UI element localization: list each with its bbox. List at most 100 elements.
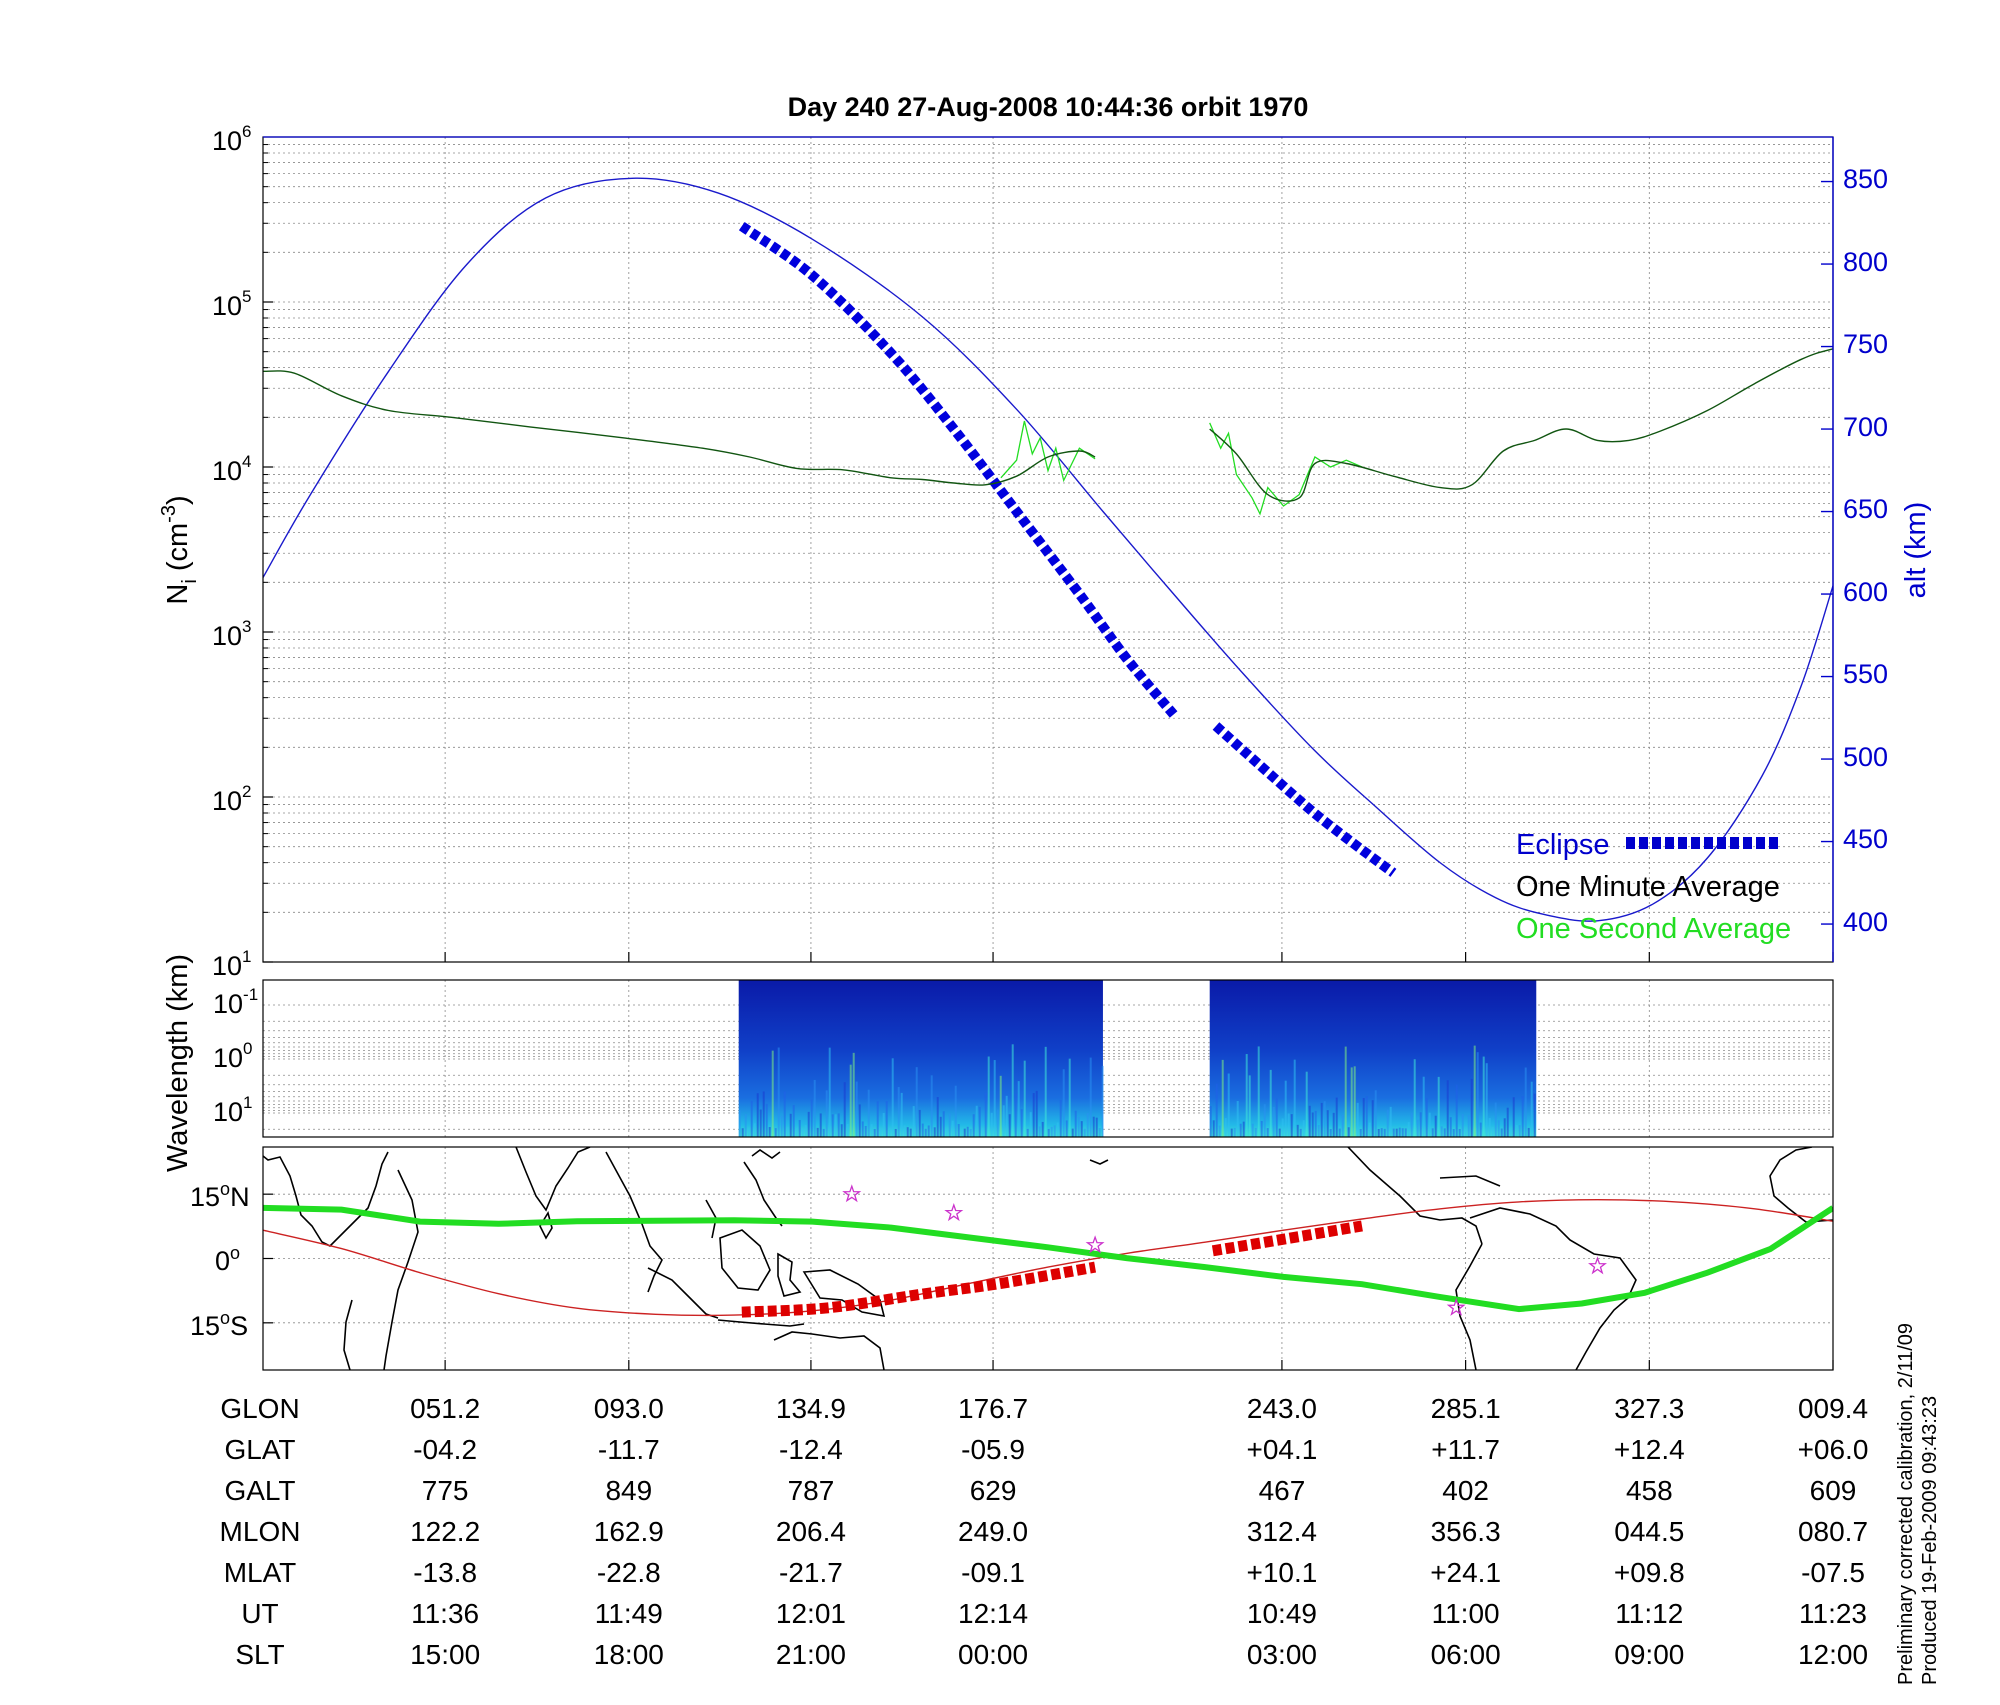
table-cell: 629 xyxy=(970,1475,1017,1506)
spectrogram-axis-label: Wavelength (km) xyxy=(162,954,194,1172)
table-cell: 11:23 xyxy=(1799,1598,1867,1629)
spectrogram-streak xyxy=(1209,1106,1212,1137)
spectrogram-streak xyxy=(1515,1125,1518,1137)
ytick-label-1e4: 104 xyxy=(212,452,252,486)
spectrogram-streak xyxy=(900,1092,903,1137)
spectrogram-streak xyxy=(1407,1122,1410,1137)
ion-density-minute-average xyxy=(263,370,1096,486)
spectrogram-streak xyxy=(1437,1076,1440,1137)
spectrogram-streak xyxy=(792,1105,795,1137)
spectrogram-streak xyxy=(822,1128,825,1137)
spectrogram-streak xyxy=(813,1079,816,1137)
spectrogram-streak xyxy=(867,1089,870,1137)
spectrogram-streak xyxy=(882,1112,885,1137)
spectrogram-streak xyxy=(759,1109,762,1137)
spectrogram-streak xyxy=(756,1093,759,1137)
table-cell: 162.9 xyxy=(594,1516,664,1547)
eclipse-track-segment xyxy=(1211,1220,1363,1257)
table-cell: 467 xyxy=(1259,1475,1306,1506)
spectrogram-streak xyxy=(912,1106,915,1137)
table-cell: 044.5 xyxy=(1614,1516,1684,1547)
table-cell: -05.9 xyxy=(961,1434,1025,1465)
table-cell: 080.7 xyxy=(1798,1516,1868,1547)
spectrogram-streak xyxy=(1305,1071,1308,1137)
spectrogram-streak xyxy=(888,1128,891,1137)
table-cell: 093.0 xyxy=(594,1393,664,1424)
spectrogram-streak xyxy=(924,1128,927,1137)
spectrogram-streak xyxy=(1296,1124,1299,1137)
spectrogram-streak xyxy=(954,1085,957,1137)
spectrogram-streak xyxy=(1047,1128,1050,1137)
spectrogram-streak xyxy=(1371,1100,1374,1137)
table-cell: 787 xyxy=(788,1475,835,1506)
spectrogram-streak xyxy=(1299,1128,1302,1137)
figure-title: Day 240 27-Aug-2008 10:44:36 orbit 1970 xyxy=(788,92,1309,122)
spectrogram-streak xyxy=(819,1113,822,1137)
spectrogram-streak xyxy=(858,1104,861,1137)
table-cell: 12:14 xyxy=(958,1598,1028,1629)
table-cell: +10.1 xyxy=(1247,1557,1318,1588)
coast-sumatra xyxy=(647,1267,719,1319)
calibration-note: Preliminary corrected calibration, 2/11/… xyxy=(1895,1323,1917,1685)
table-row-label-ut: UT xyxy=(241,1598,278,1629)
spectrogram-streak xyxy=(1338,1128,1341,1137)
spectrogram-streak xyxy=(930,1075,933,1137)
spectrogram-streak xyxy=(1476,1052,1479,1137)
table-cell: 21:00 xyxy=(776,1639,846,1670)
table-cell: -13.8 xyxy=(413,1557,477,1588)
spectrogram-streak xyxy=(1293,1059,1296,1137)
table-cell: 15:00 xyxy=(410,1639,480,1670)
table-cell: 134.9 xyxy=(776,1393,846,1424)
coast-sulawesi xyxy=(777,1252,802,1297)
spectrogram-streak xyxy=(1362,1098,1365,1137)
spectrogram-streak xyxy=(948,1113,951,1137)
spectrogram-streak xyxy=(1287,1113,1290,1137)
spectrogram-panel: 10-1 100 101 Wavelength (km) xyxy=(162,954,1834,1172)
magnetic-equator-line xyxy=(263,1204,1833,1313)
spectrogram-streak xyxy=(1035,1090,1038,1137)
spectrogram-streak xyxy=(1509,1128,1512,1137)
alt-tick-750: 750 xyxy=(1843,329,1888,359)
spectrogram-streak xyxy=(1467,1115,1470,1137)
spectrogram-streak xyxy=(1080,1121,1083,1137)
spectrogram-streak xyxy=(765,1103,768,1137)
coast-central-america xyxy=(1347,1147,1483,1245)
coast-pacific-islands xyxy=(1089,1159,1109,1165)
spectrogram-streak xyxy=(1446,1080,1449,1137)
spectrogram-streak xyxy=(804,1125,807,1137)
spectrogram-streak xyxy=(834,1114,837,1137)
coast-caribbean-islands xyxy=(1439,1175,1501,1187)
spectrogram-streak xyxy=(1074,1110,1077,1137)
spectrogram-streak xyxy=(861,1121,864,1137)
table-cell: -12.4 xyxy=(779,1434,843,1465)
coast-malay-peninsula xyxy=(605,1151,663,1293)
table-cell: 11:00 xyxy=(1432,1598,1500,1629)
ion-density-second-average xyxy=(1209,422,1363,516)
table-row-label-glon: GLON xyxy=(220,1393,299,1424)
spectrogram-streak xyxy=(1503,1118,1506,1137)
coast-sri-lanka xyxy=(539,1210,553,1240)
table-cell: -04.2 xyxy=(413,1434,477,1465)
spectrogram-streak xyxy=(1236,1100,1239,1137)
spectrogram-streak xyxy=(786,1127,789,1137)
eclipse-track-segment xyxy=(741,1261,1097,1318)
density-axis-tick-labels: 101 102 103 104 105 106 xyxy=(212,122,252,981)
table-cell: 285.1 xyxy=(1431,1393,1501,1424)
spectrogram-streak xyxy=(1308,1105,1311,1137)
spectrogram-streak xyxy=(939,1116,942,1137)
spectrogram-streak xyxy=(963,1128,966,1137)
legend-eclipse-label: Eclipse xyxy=(1516,829,1610,861)
orbit-parameter-table: GLON 051.2 093.0 134.9 176.7 243.0 285.1 327.3 0… xyxy=(220,1393,1869,1670)
spectrogram-streak xyxy=(1320,1102,1323,1137)
ion-density-minute-average xyxy=(1209,348,1833,502)
coast-new-guinea xyxy=(802,1269,886,1318)
spectrogram-streak xyxy=(1425,1098,1428,1137)
spectrogram-streak xyxy=(1227,1073,1230,1137)
density-axis-label: Ni (cm-3) xyxy=(158,495,201,604)
spectrogram-streak xyxy=(1251,1123,1254,1137)
spectrogram-streak xyxy=(738,1110,741,1137)
spectrogram-streak xyxy=(987,1056,990,1137)
spectrogram-streak xyxy=(945,1128,948,1137)
spectrogram-streak xyxy=(1248,1075,1251,1137)
